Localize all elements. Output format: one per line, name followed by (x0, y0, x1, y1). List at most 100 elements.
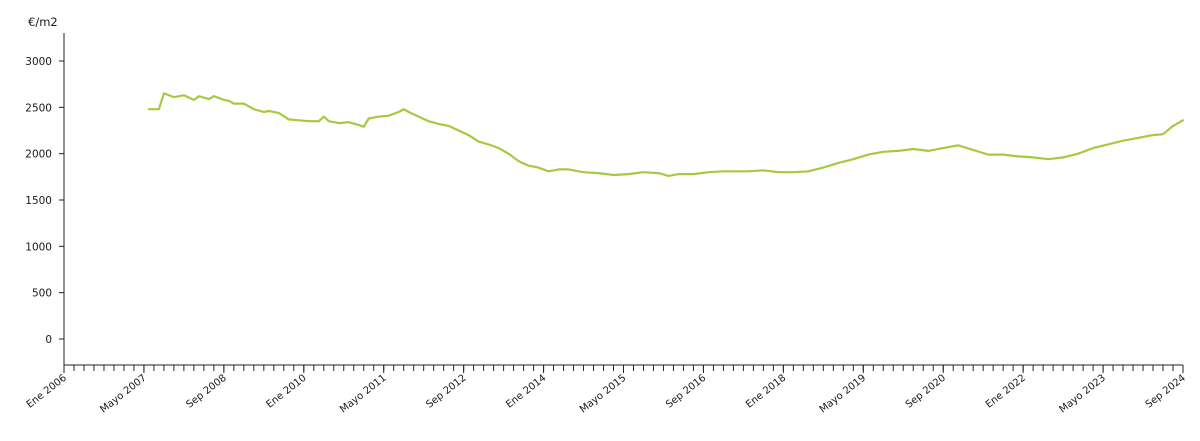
data-point (1077, 153, 1079, 155)
data-point (208, 98, 210, 100)
data-point (193, 99, 195, 101)
y-axis-unit-label: €/m2 (28, 15, 58, 29)
data-point (338, 122, 340, 124)
data-point (1002, 154, 1004, 156)
y-axis: 0 500 1000 1500 2000 2500 3000 (25, 33, 65, 365)
data-point (692, 173, 695, 175)
x-tick-label: Mayo 2023 (1057, 373, 1107, 416)
data-point (488, 143, 490, 145)
data-point (298, 119, 300, 121)
data-point (478, 141, 480, 143)
data-point (1172, 125, 1174, 127)
data-point (667, 175, 670, 177)
data-point (1062, 156, 1064, 158)
data-point (912, 148, 914, 150)
data-point (233, 103, 235, 105)
data-point (538, 167, 540, 169)
data-point (657, 172, 660, 174)
data-point (268, 110, 270, 112)
data-point (747, 170, 750, 172)
y-tick-label: 3000 (25, 56, 52, 68)
y-tick-label: 2000 (25, 149, 52, 161)
data-point (148, 108, 150, 110)
data-point (1017, 155, 1019, 157)
series-layer (147, 92, 1185, 177)
data-point (368, 117, 370, 120)
data-point (987, 154, 989, 156)
data-point (358, 124, 360, 126)
data-point (972, 149, 974, 151)
data-point (582, 171, 585, 173)
data-point (597, 172, 600, 174)
data-point (428, 120, 430, 122)
x-tick-label: Mayo 2011 (338, 373, 388, 416)
data-point (558, 168, 560, 170)
data-point (173, 96, 175, 98)
data-point (183, 94, 185, 96)
data-point (403, 108, 405, 110)
y-tick-label: 2500 (25, 102, 52, 114)
data-point (528, 165, 530, 167)
data-point (308, 120, 310, 122)
data-point (418, 116, 420, 118)
data-point (897, 150, 899, 152)
data-point (612, 174, 615, 176)
data-point (722, 170, 725, 172)
y-tick-label: 0 (45, 334, 52, 346)
x-tick-label: Ene 2010 (264, 373, 308, 411)
data-point (882, 151, 884, 153)
data-point (498, 147, 500, 149)
data-point (567, 168, 570, 170)
data-point (253, 108, 255, 110)
data-point (243, 103, 245, 105)
data-point (458, 129, 460, 132)
data-point (942, 147, 944, 149)
x-tick-label: Ene 2014 (504, 373, 548, 411)
data-point (792, 171, 794, 173)
data-point (318, 120, 320, 122)
data-point (822, 167, 824, 169)
data-point (278, 112, 280, 114)
x-tick-label: Sep 2016 (664, 373, 708, 411)
data-point (158, 108, 160, 110)
x-tick-label: Mayo 2015 (578, 373, 628, 416)
data-point (508, 153, 510, 155)
data-point (1182, 119, 1184, 121)
x-axis: Ene 2006 Mayo 2007 Sep 2008 Ene 2010 Mayo 20… (25, 364, 1188, 416)
data-point (398, 111, 400, 113)
x-tick-label: Mayo 2007 (98, 373, 148, 416)
y-tick-label: 1500 (25, 195, 52, 207)
data-point (228, 100, 230, 102)
data-point (263, 111, 265, 113)
data-point (548, 170, 550, 172)
data-point (213, 95, 215, 97)
data-point (408, 111, 410, 113)
data-point (288, 118, 290, 120)
y-tick-label: 1000 (25, 241, 52, 253)
x-tick-label: Sep 2024 (1144, 373, 1188, 411)
data-point (1137, 137, 1139, 139)
data-point (1032, 156, 1034, 158)
data-point (363, 126, 365, 128)
data-point (328, 120, 330, 122)
data-point (223, 99, 225, 101)
data-point (1122, 140, 1124, 142)
data-point (642, 171, 645, 173)
data-point (957, 144, 959, 146)
data-point (163, 92, 165, 94)
price-series-line (147, 92, 1185, 177)
x-tick-label: Ene 2022 (984, 373, 1028, 411)
data-point (198, 95, 200, 97)
x-tick-label: Ene 2018 (744, 373, 788, 411)
data-point (762, 169, 765, 171)
data-point (1162, 133, 1164, 135)
x-tick-label: Sep 2020 (904, 373, 948, 411)
data-point (837, 162, 839, 164)
data-point (1152, 134, 1154, 136)
data-point (927, 150, 929, 152)
data-point (867, 154, 869, 156)
data-point (627, 173, 630, 175)
data-point (323, 116, 325, 118)
data-point (1092, 147, 1094, 149)
